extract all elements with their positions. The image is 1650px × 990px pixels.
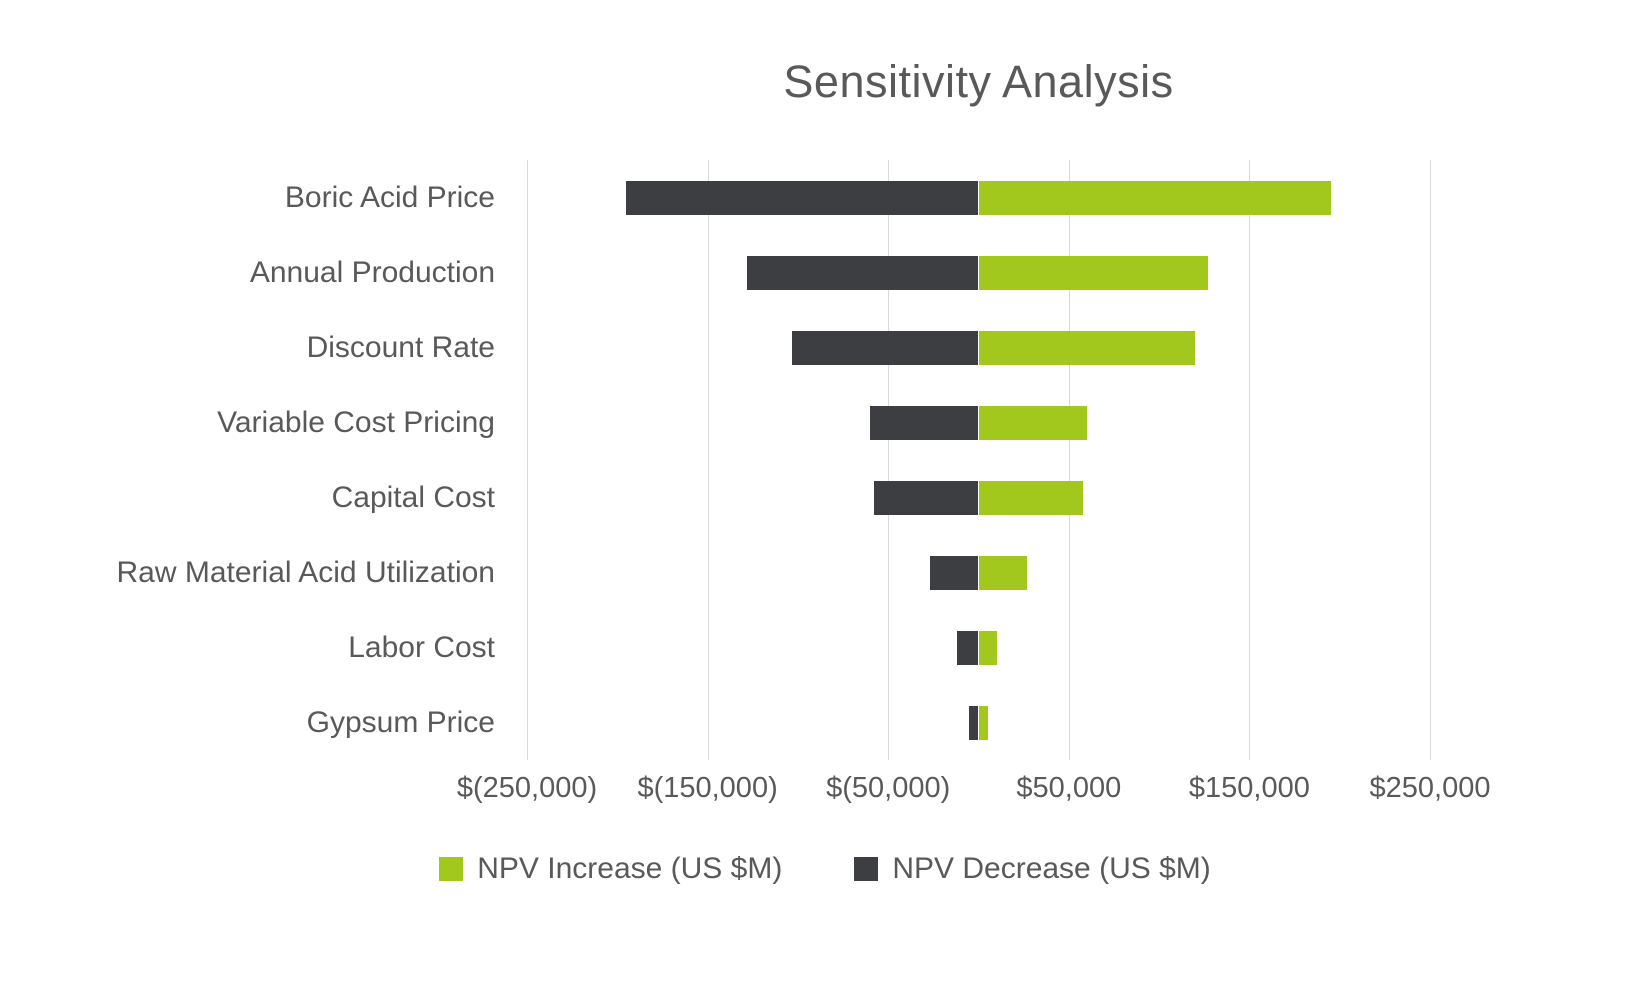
bar-row [527, 310, 1430, 385]
chart-title: Sensitivity Analysis [783, 56, 1174, 107]
legend: NPV Increase (US $M) NPV Decrease (US $M… [0, 852, 1650, 886]
category-label: Raw Material Acid Utilization [116, 555, 495, 589]
bar-row [527, 235, 1430, 310]
plot-area [527, 160, 1431, 760]
gridline [1249, 160, 1251, 760]
bar-npv-increase [978, 255, 1208, 290]
bar-npv-increase [978, 480, 1084, 515]
npv-decrease-label: NPV Decrease (US $M) [892, 852, 1211, 885]
bar-row [527, 160, 1430, 235]
category-label: Discount Rate [306, 330, 495, 364]
x-axis-tick-label: $(50,000) [826, 772, 951, 804]
gridline [1430, 160, 1431, 760]
category-axis: Boric Acid Price Annual Production Discoun… [0, 160, 495, 760]
gridline [707, 160, 709, 760]
bar-row [527, 685, 1430, 760]
category-label: Gypsum Price [306, 705, 495, 739]
bar-npv-increase [978, 180, 1331, 215]
value-axis: $(250,000) $(150,000) $(50,000) $50,000 $150… [457, 772, 1491, 814]
bar-npv-decrease [870, 405, 979, 440]
legend-item-increase: NPV Increase (US $M) [439, 852, 782, 886]
npv-decrease-swatch-icon [854, 857, 879, 881]
bar-npv-increase [978, 330, 1196, 365]
gridline [888, 160, 890, 760]
category-label: Annual Production [249, 255, 495, 289]
bar-npv-decrease [956, 630, 979, 665]
bar-npv-decrease [626, 180, 979, 215]
bar-npv-increase [978, 630, 997, 665]
bar-npv-increase [978, 705, 988, 740]
category-label: Variable Cost Pricing [217, 405, 495, 439]
bar-row [527, 385, 1430, 460]
x-axis-tick-label: $(250,000) [456, 772, 598, 804]
bar-npv-increase [978, 405, 1087, 440]
gridline [1068, 160, 1070, 760]
npv-increase-swatch-icon [439, 857, 464, 881]
bar-npv-decrease [747, 255, 979, 290]
bar-npv-decrease [792, 330, 979, 365]
x-axis-tick-label: $150,000 [1188, 772, 1310, 804]
legend-item-decrease: NPV Decrease (US $M) [854, 852, 1211, 886]
bar-row [527, 610, 1430, 685]
x-axis-tick-label: $250,000 [1369, 772, 1491, 804]
bar-row [527, 535, 1430, 610]
bar-npv-decrease [969, 705, 979, 740]
bar-npv-increase [978, 555, 1028, 590]
bar-row [527, 460, 1430, 535]
npv-increase-label: NPV Increase (US $M) [477, 852, 783, 885]
bar-npv-decrease [873, 480, 979, 515]
category-label: Capital Cost [331, 480, 495, 514]
x-axis-tick-label: $(150,000) [637, 772, 778, 804]
gridline [527, 160, 528, 760]
bar-npv-decrease [929, 555, 979, 590]
category-label: Labor Cost [348, 630, 495, 664]
category-label: Boric Acid Price [284, 180, 495, 214]
x-axis-tick-label: $50,000 [1016, 772, 1122, 804]
